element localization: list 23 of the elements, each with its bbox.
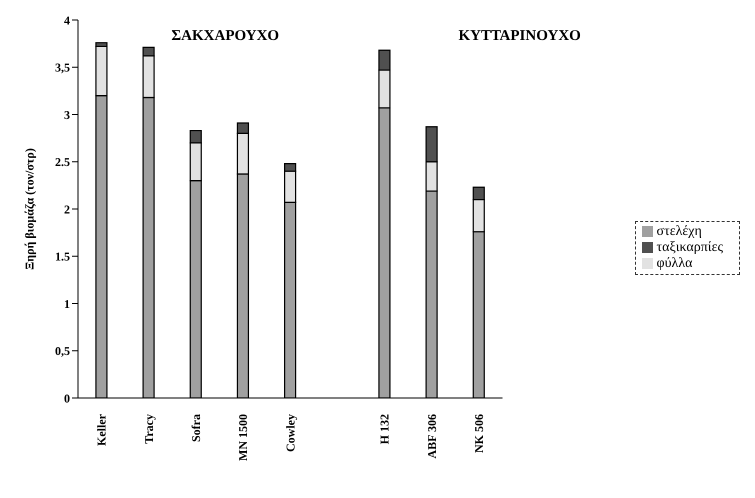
legend-label: φύλλα xyxy=(656,256,692,271)
y-axis-title: Ξηρή βιομάζα (τον/στρ) xyxy=(22,148,36,270)
x-tick-label: Sofra xyxy=(188,414,203,442)
y-tick-label: 0,5 xyxy=(55,344,70,358)
y-tick-label: 2.5 xyxy=(55,155,70,170)
y-tick-label: 2 xyxy=(64,202,70,216)
annotation: ΣΑΚΧΑΡΟΥΧΟ xyxy=(170,28,280,45)
y-tick-label: 3 xyxy=(64,108,70,122)
y-tick-label: 1.5 xyxy=(55,250,70,264)
y-tick-label: 1 xyxy=(64,296,70,311)
annotation: ΚΥΤΤΑΡΙΝΟΥΧΟ xyxy=(457,28,582,45)
x-tick-label: MN 1500 xyxy=(236,414,250,461)
x-tick-label: Tracy xyxy=(142,414,156,444)
x-tick-label: NK 506 xyxy=(472,414,486,453)
x-tick-label: H 132 xyxy=(378,414,392,444)
legend-label: ταξικαρπίες xyxy=(656,240,723,255)
x-tick-label: Keller xyxy=(94,413,109,446)
x-tick-label: ABF 306 xyxy=(424,414,439,459)
y-tick-label: 3,5 xyxy=(55,60,70,75)
y-tick-label: 4 xyxy=(64,13,70,28)
x-tick-label: Cowley xyxy=(283,414,298,452)
y-tick-label: 0 xyxy=(64,391,70,406)
legend-label: στελέχη xyxy=(656,224,702,239)
